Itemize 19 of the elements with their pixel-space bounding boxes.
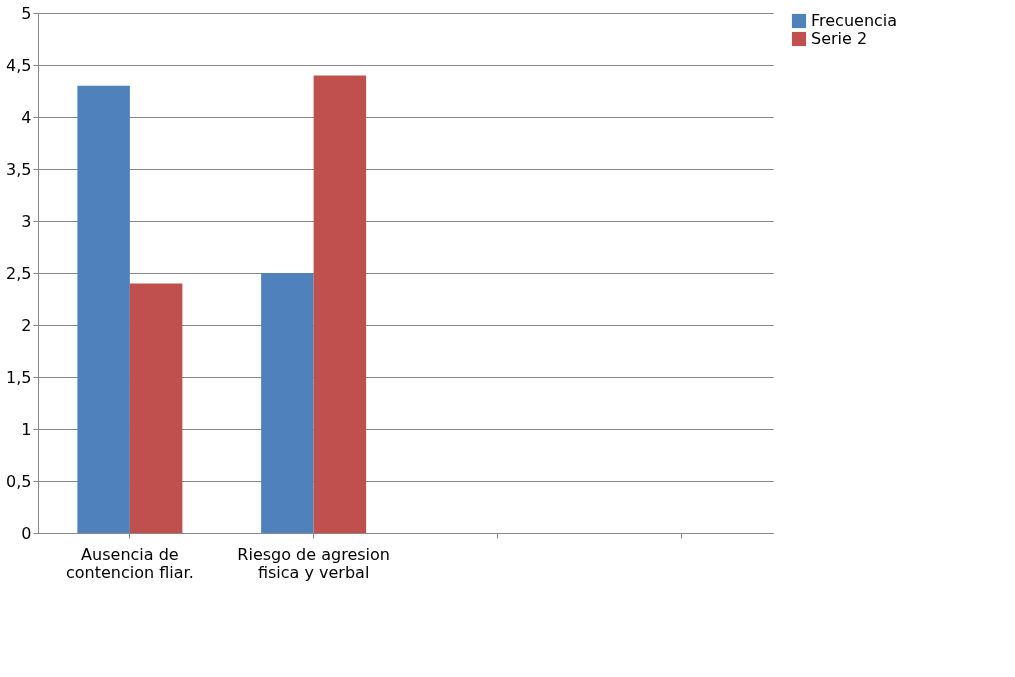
bar	[77, 85, 130, 533]
x-tick-label: Riesgo de agresion fisica y verbal	[237, 544, 390, 582]
x-tick-label: Ausencia de contencion fliar.	[65, 544, 194, 582]
y-tick-label: 2,5	[6, 263, 32, 283]
y-tick-label: 4,5	[6, 55, 32, 75]
bar	[129, 283, 183, 533]
y-tick-label: 4	[21, 107, 32, 127]
bar	[313, 75, 367, 533]
y-tick-label: 0	[21, 523, 32, 543]
y-tick-label: 3,5	[6, 159, 32, 179]
bar	[261, 273, 314, 533]
y-tick-label: 1	[21, 419, 32, 439]
y-tick-label: 5	[21, 3, 32, 23]
y-tick-label: 1,5	[6, 367, 32, 387]
y-tick-label: 0,5	[6, 471, 32, 491]
legend-label: Frecuencia	[811, 11, 898, 30]
y-tick-label: 3	[21, 211, 32, 231]
y-tick-label: 2	[21, 315, 32, 335]
legend-label: Serie 2	[811, 29, 868, 48]
